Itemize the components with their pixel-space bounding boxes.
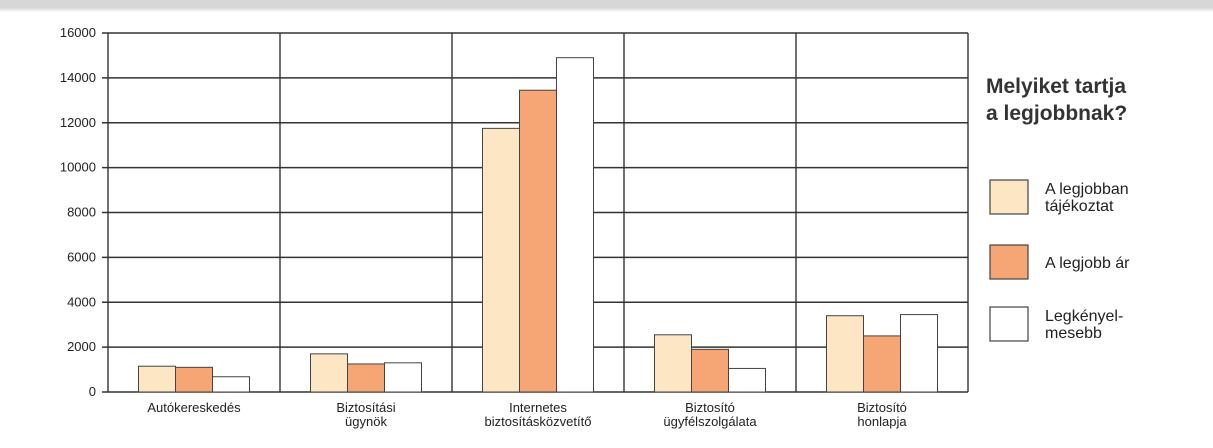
x-tick-label: Biztosító (685, 400, 735, 415)
legend-label: A legjobb ár (1045, 255, 1130, 272)
bar (482, 127, 520, 393)
bar (654, 334, 692, 393)
x-tick-label: Biztosító (857, 400, 907, 415)
x-tick-label: biztosításközvetítő (485, 414, 592, 429)
y-tick-label: 0 (89, 384, 96, 399)
y-tick-label: 12000 (60, 115, 96, 130)
y-axis-ticks: 0 2000 4000 6000 8000 10000 12000 14000 16000 (60, 25, 96, 399)
y-tick-label: 4000 (67, 294, 96, 309)
legend-label: tájékoztat (1045, 198, 1114, 215)
bar (556, 57, 594, 393)
bar (728, 367, 766, 393)
bar (138, 365, 176, 393)
bar (900, 314, 938, 393)
y-tick-label: 2000 (67, 339, 96, 354)
legend-swatch (989, 244, 1029, 280)
x-tick-label: Autókereskedés (147, 400, 241, 415)
bar (384, 362, 422, 393)
x-tick-label: ügynök (345, 414, 387, 429)
legend-label: mesebb (1045, 325, 1102, 342)
chart-title: Melyiket tartja a legjobbnak? (986, 75, 1127, 125)
y-tick-label: 8000 (67, 205, 96, 220)
bars (138, 57, 938, 393)
x-tick-label: Internetes (509, 400, 567, 415)
x-tick-label: ügyfélszolgálata (663, 414, 757, 429)
legend-swatch (989, 179, 1029, 215)
bar (691, 348, 729, 393)
x-tick-label: Biztosítási (336, 400, 395, 415)
bar (212, 376, 250, 393)
bar (519, 89, 557, 393)
legend-label: Legkényel- (1045, 308, 1123, 325)
bar (347, 363, 385, 393)
bar (175, 366, 213, 393)
bar (826, 315, 864, 393)
y-tick-label: 14000 (60, 70, 96, 85)
chart-title-line: a legjobbnak? (986, 102, 1127, 125)
y-tick-label: 6000 (67, 249, 96, 264)
chart-title-line: Melyiket tartja (986, 75, 1126, 98)
x-tick-label: honlapja (857, 414, 907, 429)
bar (310, 353, 348, 393)
legend-swatch (989, 306, 1029, 342)
y-tick-label: 10000 (60, 160, 96, 175)
y-tick-label: 16000 (60, 25, 96, 40)
legend-label: A legjobban (1045, 181, 1129, 198)
bar (863, 335, 901, 393)
